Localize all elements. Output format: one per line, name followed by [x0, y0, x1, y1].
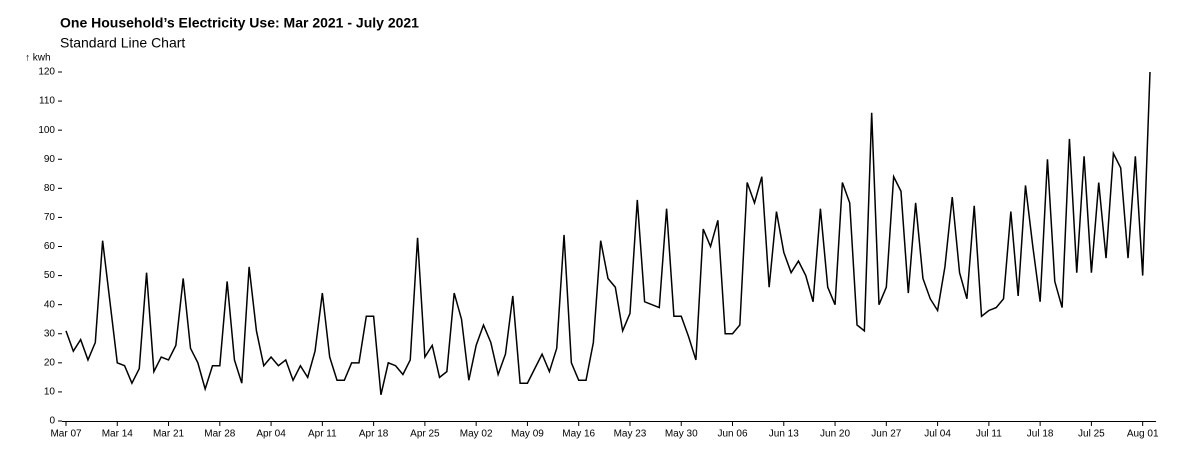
x-tick-label: Mar 21 — [153, 429, 185, 440]
x-tick-label: Jul 04 — [924, 429, 951, 440]
y-tick-label: 60 — [44, 241, 56, 252]
x-tick-label: Apr 25 — [410, 429, 440, 440]
x-tick-label: May 09 — [511, 429, 544, 440]
y-tick-label: 90 — [44, 154, 56, 165]
y-tick-label: 10 — [44, 387, 56, 398]
x-tick-label: Jul 18 — [1027, 429, 1054, 440]
y-tick-label: 120 — [38, 67, 55, 78]
y-tick-label: 0 — [49, 416, 55, 427]
chart-title: One Household’s Electricity Use: Mar 202… — [60, 15, 419, 31]
x-tick-label: May 23 — [614, 429, 647, 440]
y-tick-label: 70 — [44, 212, 56, 223]
y-axis-label: ↑ kwh — [25, 53, 51, 64]
x-tick-label: Jul 25 — [1078, 429, 1105, 440]
y-tick-label: 50 — [44, 270, 56, 281]
y-tick-label: 20 — [44, 357, 56, 368]
y-tick-label: 80 — [44, 183, 56, 194]
chart-subtitle: Standard Line Chart — [60, 35, 185, 51]
x-tick-label: Aug 01 — [1127, 429, 1159, 440]
x-tick-label: May 16 — [562, 429, 595, 440]
x-tick-label: Jun 20 — [820, 429, 850, 440]
x-tick-label: Mar 07 — [50, 429, 82, 440]
x-tick-label: Jul 11 — [976, 429, 1002, 440]
y-tick-label: 30 — [44, 328, 56, 339]
x-tick-label: Jun 13 — [769, 429, 799, 440]
x-tick-label: Mar 14 — [102, 429, 134, 440]
x-tick-label: Mar 28 — [204, 429, 236, 440]
x-tick-label: May 30 — [665, 429, 698, 440]
x-tick-label: Apr 18 — [359, 429, 389, 440]
x-tick-label: Jun 06 — [717, 429, 747, 440]
x-tick-label: Apr 11 — [308, 429, 337, 440]
data-line — [65, 71, 1151, 395]
y-tick-label: 40 — [44, 299, 56, 310]
x-tick-label: May 02 — [460, 429, 493, 440]
y-tick-label: 110 — [39, 96, 55, 107]
x-tick-label: Apr 04 — [256, 429, 286, 440]
y-tick-label: 100 — [38, 125, 55, 136]
x-tick-label: Jun 27 — [871, 429, 901, 440]
